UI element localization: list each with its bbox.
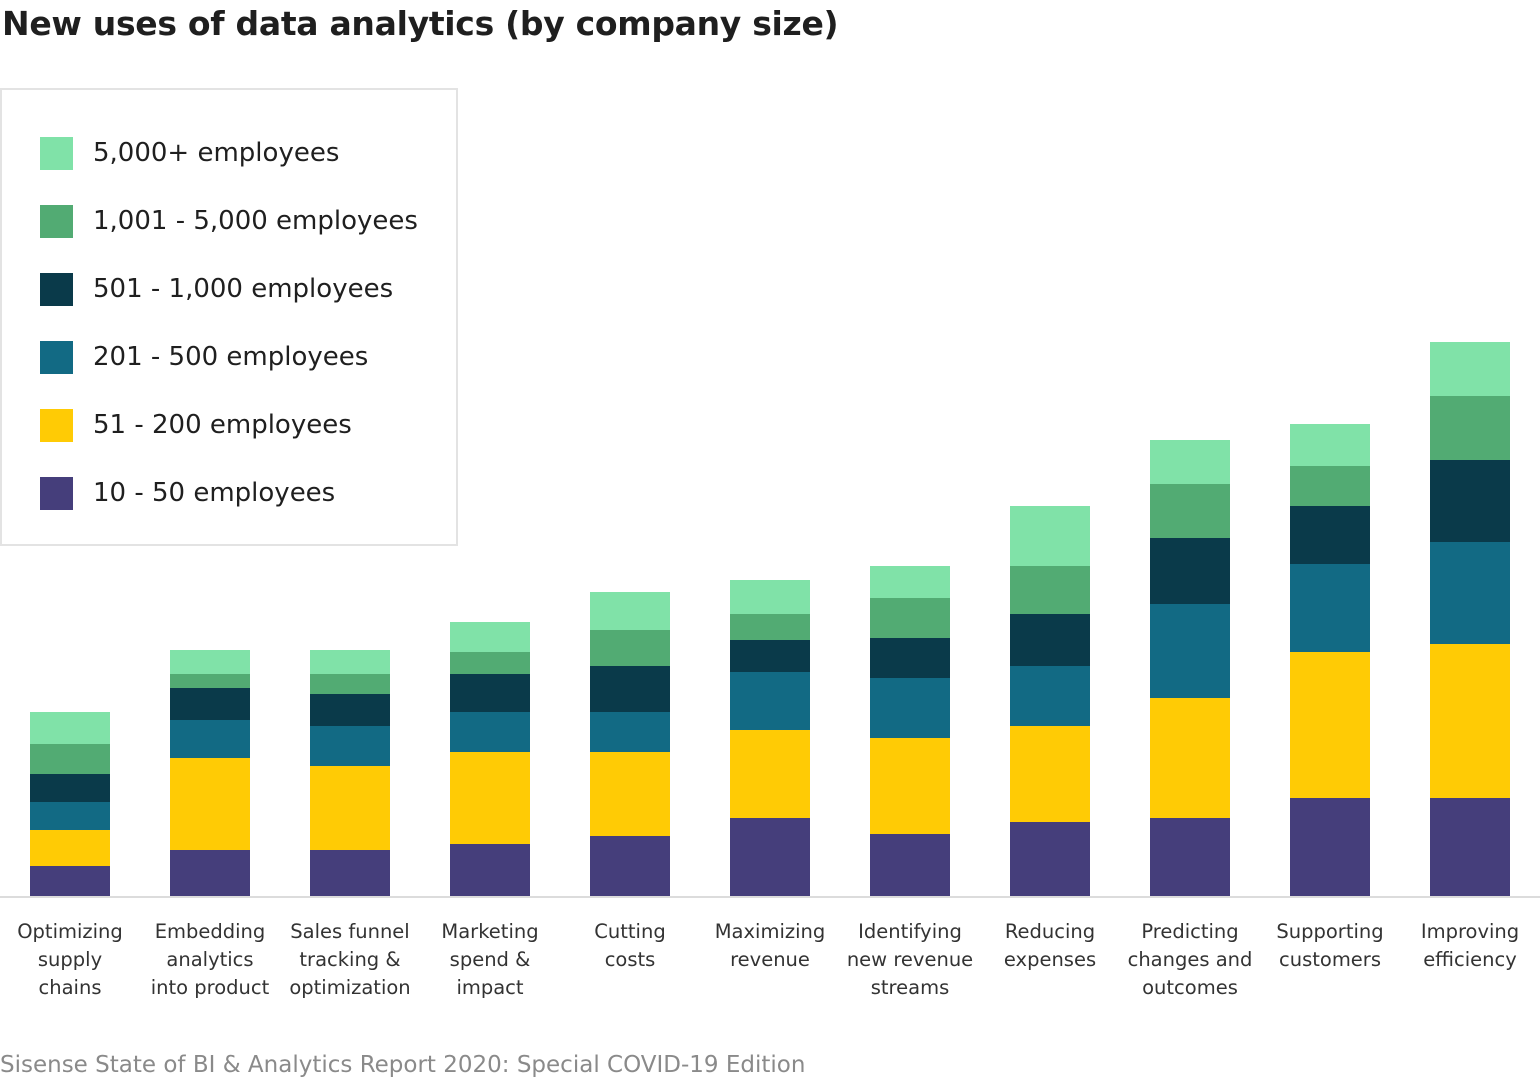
- bar-segment: [450, 674, 530, 712]
- x-tick-label: Sales funnel tracking & optimization: [289, 920, 410, 999]
- bar-segment: [870, 566, 950, 598]
- bar-segment: [30, 774, 110, 802]
- x-tick-label: Optimizing supply chains: [17, 920, 123, 999]
- bar-segment: [1150, 538, 1230, 604]
- legend-swatch: [40, 204, 73, 238]
- bar-segment: [1150, 484, 1230, 538]
- bar-segment: [30, 712, 110, 744]
- bar-segment: [870, 638, 950, 678]
- bar-segment: [1430, 798, 1510, 896]
- bar-segment: [170, 758, 250, 850]
- bar-segment: [1430, 542, 1510, 644]
- bar-segment: [310, 726, 390, 766]
- bar-segment: [1430, 644, 1510, 798]
- bar-segment: [1290, 466, 1370, 506]
- legend-item: 5,000+ employees: [40, 136, 339, 170]
- bar-segment: [590, 836, 670, 896]
- bar-segment: [30, 744, 110, 774]
- bar-segment: [730, 730, 810, 818]
- bar-segment: [30, 802, 110, 830]
- bar-segment: [1010, 666, 1090, 726]
- bar-segment: [310, 694, 390, 726]
- source-note: Sisense State of BI & Analytics Report 2…: [0, 1052, 806, 1078]
- bar-segment: [1010, 614, 1090, 666]
- legend-swatch: [40, 136, 73, 170]
- bar-segment: [170, 850, 250, 896]
- bar-segment: [450, 652, 530, 674]
- legend-swatch: [40, 476, 73, 510]
- bar-segment: [590, 752, 670, 836]
- x-tick-label: Marketing spend & impact: [441, 920, 538, 999]
- bar-segment: [450, 844, 530, 896]
- legend-label: 51 - 200 employees: [93, 410, 352, 440]
- bar-segment: [450, 712, 530, 752]
- bar-segment: [730, 580, 810, 614]
- bar-segment: [310, 766, 390, 850]
- bar-segment: [1290, 424, 1370, 466]
- legend-label: 501 - 1,000 employees: [93, 274, 394, 304]
- bar-segment: [730, 672, 810, 730]
- bar-segment: [1430, 342, 1510, 396]
- bar-segment: [870, 834, 950, 896]
- bar-segment: [730, 640, 810, 672]
- bar-segment: [1290, 798, 1370, 896]
- x-tick-label: Maximizing revenue: [715, 920, 826, 971]
- bar-segment: [590, 666, 670, 712]
- bar-segment: [1290, 652, 1370, 798]
- legend-item: 1,001 - 5,000 employees: [40, 204, 418, 238]
- bar-segment: [590, 592, 670, 630]
- bar-segment: [1010, 566, 1090, 614]
- x-tick-label: Improving efficiency: [1421, 920, 1519, 971]
- bar-segment: [1010, 822, 1090, 896]
- legend-item: 201 - 500 employees: [40, 340, 368, 374]
- legend-label: 1,001 - 5,000 employees: [93, 206, 418, 236]
- legend-item: 51 - 200 employees: [40, 408, 352, 442]
- bar-segment: [1010, 726, 1090, 822]
- bar-segment: [450, 622, 530, 652]
- bar-segment: [1150, 604, 1230, 698]
- legend-label: 10 - 50 employees: [93, 478, 336, 508]
- x-tick-label: Supporting customers: [1276, 920, 1383, 971]
- legend-label: 5,000+ employees: [93, 138, 340, 168]
- bar-segment: [870, 738, 950, 834]
- bar-segment: [1430, 460, 1510, 542]
- x-tick-label: Identifying new revenue streams: [847, 920, 973, 999]
- bar-segment: [170, 674, 250, 688]
- bar-segment: [170, 688, 250, 720]
- bar-segment: [170, 720, 250, 758]
- bar-segment: [870, 598, 950, 638]
- bar-segment: [1290, 564, 1370, 652]
- bar-segment: [1430, 396, 1510, 460]
- legend-swatch: [40, 408, 73, 442]
- bar-segment: [1150, 698, 1230, 818]
- x-tick-label: Cutting costs: [594, 920, 665, 971]
- bar-segment: [450, 752, 530, 844]
- bar-segment: [310, 850, 390, 896]
- legend-label: 201 - 500 employees: [93, 342, 369, 372]
- bar-segment: [590, 712, 670, 752]
- legend-swatch: [40, 272, 73, 306]
- bar-segment: [310, 650, 390, 674]
- x-tick-label: Embedding analytics into product: [151, 920, 270, 999]
- bar-segment: [1150, 440, 1230, 484]
- bar-segment: [1290, 506, 1370, 564]
- x-tick-label: Predicting changes and outcomes: [1128, 920, 1253, 999]
- legend-item: 10 - 50 employees: [40, 476, 335, 510]
- legend-swatch: [40, 340, 73, 374]
- bar-segment: [870, 678, 950, 738]
- bar-segment: [30, 866, 110, 896]
- legend-item: 501 - 1,000 employees: [40, 272, 393, 306]
- bar-segment: [310, 674, 390, 694]
- bar-segment: [730, 614, 810, 640]
- chart-title: New uses of data analytics (by company s…: [2, 4, 839, 43]
- bar-segment: [170, 650, 250, 674]
- bar-segment: [30, 830, 110, 866]
- legend: 5,000+ employees 1,001 - 5,000 employees 5…: [0, 88, 458, 546]
- bar-segment: [590, 630, 670, 666]
- bar-segment: [1010, 506, 1090, 566]
- x-tick-label: Reducing expenses: [1004, 920, 1096, 971]
- bar-segment: [730, 818, 810, 896]
- bar-segment: [1150, 818, 1230, 896]
